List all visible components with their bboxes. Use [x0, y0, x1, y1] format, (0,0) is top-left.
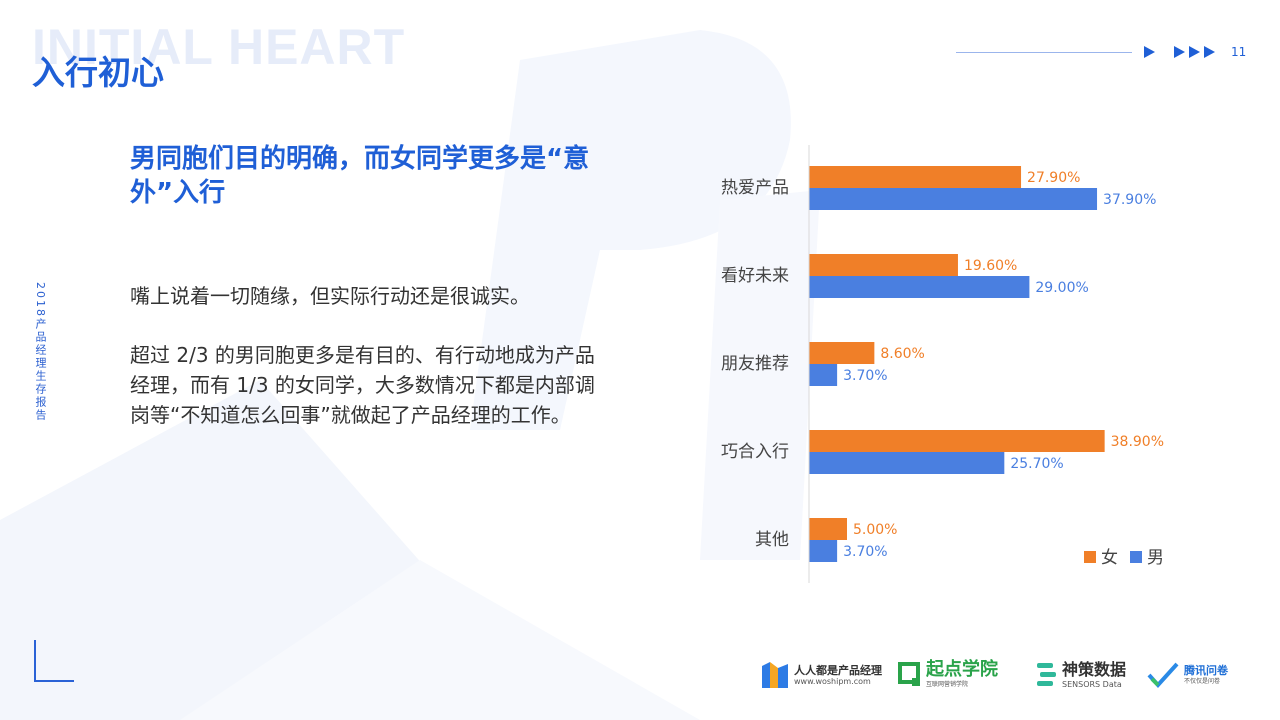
category-label: 热爱产品 [721, 178, 789, 198]
logo-sub: 互联网营销学院 [926, 681, 969, 688]
logo-name: 人人都是产品经理 [794, 663, 882, 677]
bar-female [809, 518, 847, 540]
section-title: 入行初心 [32, 53, 164, 92]
corner-decoration [34, 640, 36, 682]
bar-female [809, 254, 958, 276]
data-label: 3.70% [843, 544, 887, 560]
page-number: 11 [1231, 45, 1247, 59]
legend-swatch [1084, 551, 1096, 563]
logo-sub: 不仅仅是问卷 [1184, 677, 1221, 685]
data-label: 8.60% [880, 346, 924, 362]
arrow-right-icon [1204, 46, 1215, 58]
bar-male [809, 276, 1030, 298]
side-report-label: 2018产品经理生存报告 [34, 282, 47, 422]
logo-sensors: 神策数据 SENSORS Data [1034, 655, 1126, 695]
footer-logos: 人人都是产品经理 www.woshipm.com 起点学院 互联网营销学院 神策… [760, 655, 1260, 695]
logo-woshipm: 人人都是产品经理 www.woshipm.com [760, 655, 882, 695]
category-label: 巧合入行 [721, 442, 789, 462]
legend-label: 女 [1101, 548, 1118, 568]
data-label: 3.70% [843, 368, 887, 384]
arrow-right-icon [1144, 46, 1155, 58]
legend-label: 男 [1147, 548, 1164, 568]
bar-female [809, 430, 1105, 452]
bar-male [809, 452, 1005, 474]
bar-male [809, 540, 838, 562]
category-label: 朋友推荐 [721, 354, 789, 374]
logo-sub: www.woshipm.com [794, 676, 871, 686]
logo-name: 腾讯问卷 [1184, 663, 1228, 677]
legend-swatch [1130, 551, 1142, 563]
logo-sub: SENSORS Data [1062, 680, 1122, 689]
bar-male [809, 188, 1098, 210]
body-paragraph-2: 超过 2/3 的男同胞更多是有目的、有行动地成为产品经理，而有 1/3 的女同学… [130, 343, 595, 427]
corner-decoration [34, 680, 74, 682]
bar-male [809, 364, 838, 386]
tencent-wj-logo-icon [1147, 662, 1179, 688]
bar-female [809, 342, 875, 364]
data-label: 19.60% [964, 258, 1017, 274]
category-label: 其他 [755, 530, 789, 550]
sensors-logo-icon [1037, 663, 1056, 686]
data-label: 29.00% [1035, 280, 1088, 296]
category-label: 看好未来 [721, 266, 789, 286]
header-divider [956, 52, 1132, 53]
watermark-title: INITIAL HEART [32, 19, 406, 75]
data-label: 5.00% [853, 522, 897, 538]
logo-name: 神策数据 [1062, 660, 1127, 679]
arrow-right-icon [1189, 46, 1200, 58]
bar-female [809, 166, 1022, 188]
logo-qidian: 起点学院 互联网营销学院 [898, 655, 998, 695]
bar-chart: 热爱产品 27.90% 37.90% 看好未来 19.60% 29.00% 朋友推荐 8.60… [721, 145, 1164, 583]
data-label: 38.90% [1111, 434, 1164, 450]
data-label: 37.90% [1103, 192, 1156, 208]
data-label: 25.70% [1010, 456, 1063, 472]
body-paragraph-1: 嘴上说着一切随缘，但实际行动还是很诚实。 [130, 284, 530, 308]
qidian-logo-icon [898, 662, 920, 686]
logo-tencent-wj: 腾讯问卷 不仅仅是问卷 [1146, 655, 1228, 695]
data-label: 27.90% [1027, 170, 1080, 186]
arrow-right-icon [1174, 46, 1185, 58]
logo-name: 起点学院 [926, 659, 998, 680]
woshipm-logo-icon [762, 662, 788, 688]
headline: 男同胞们目的明确，而女同学更多是“意外”入行 [130, 144, 590, 208]
